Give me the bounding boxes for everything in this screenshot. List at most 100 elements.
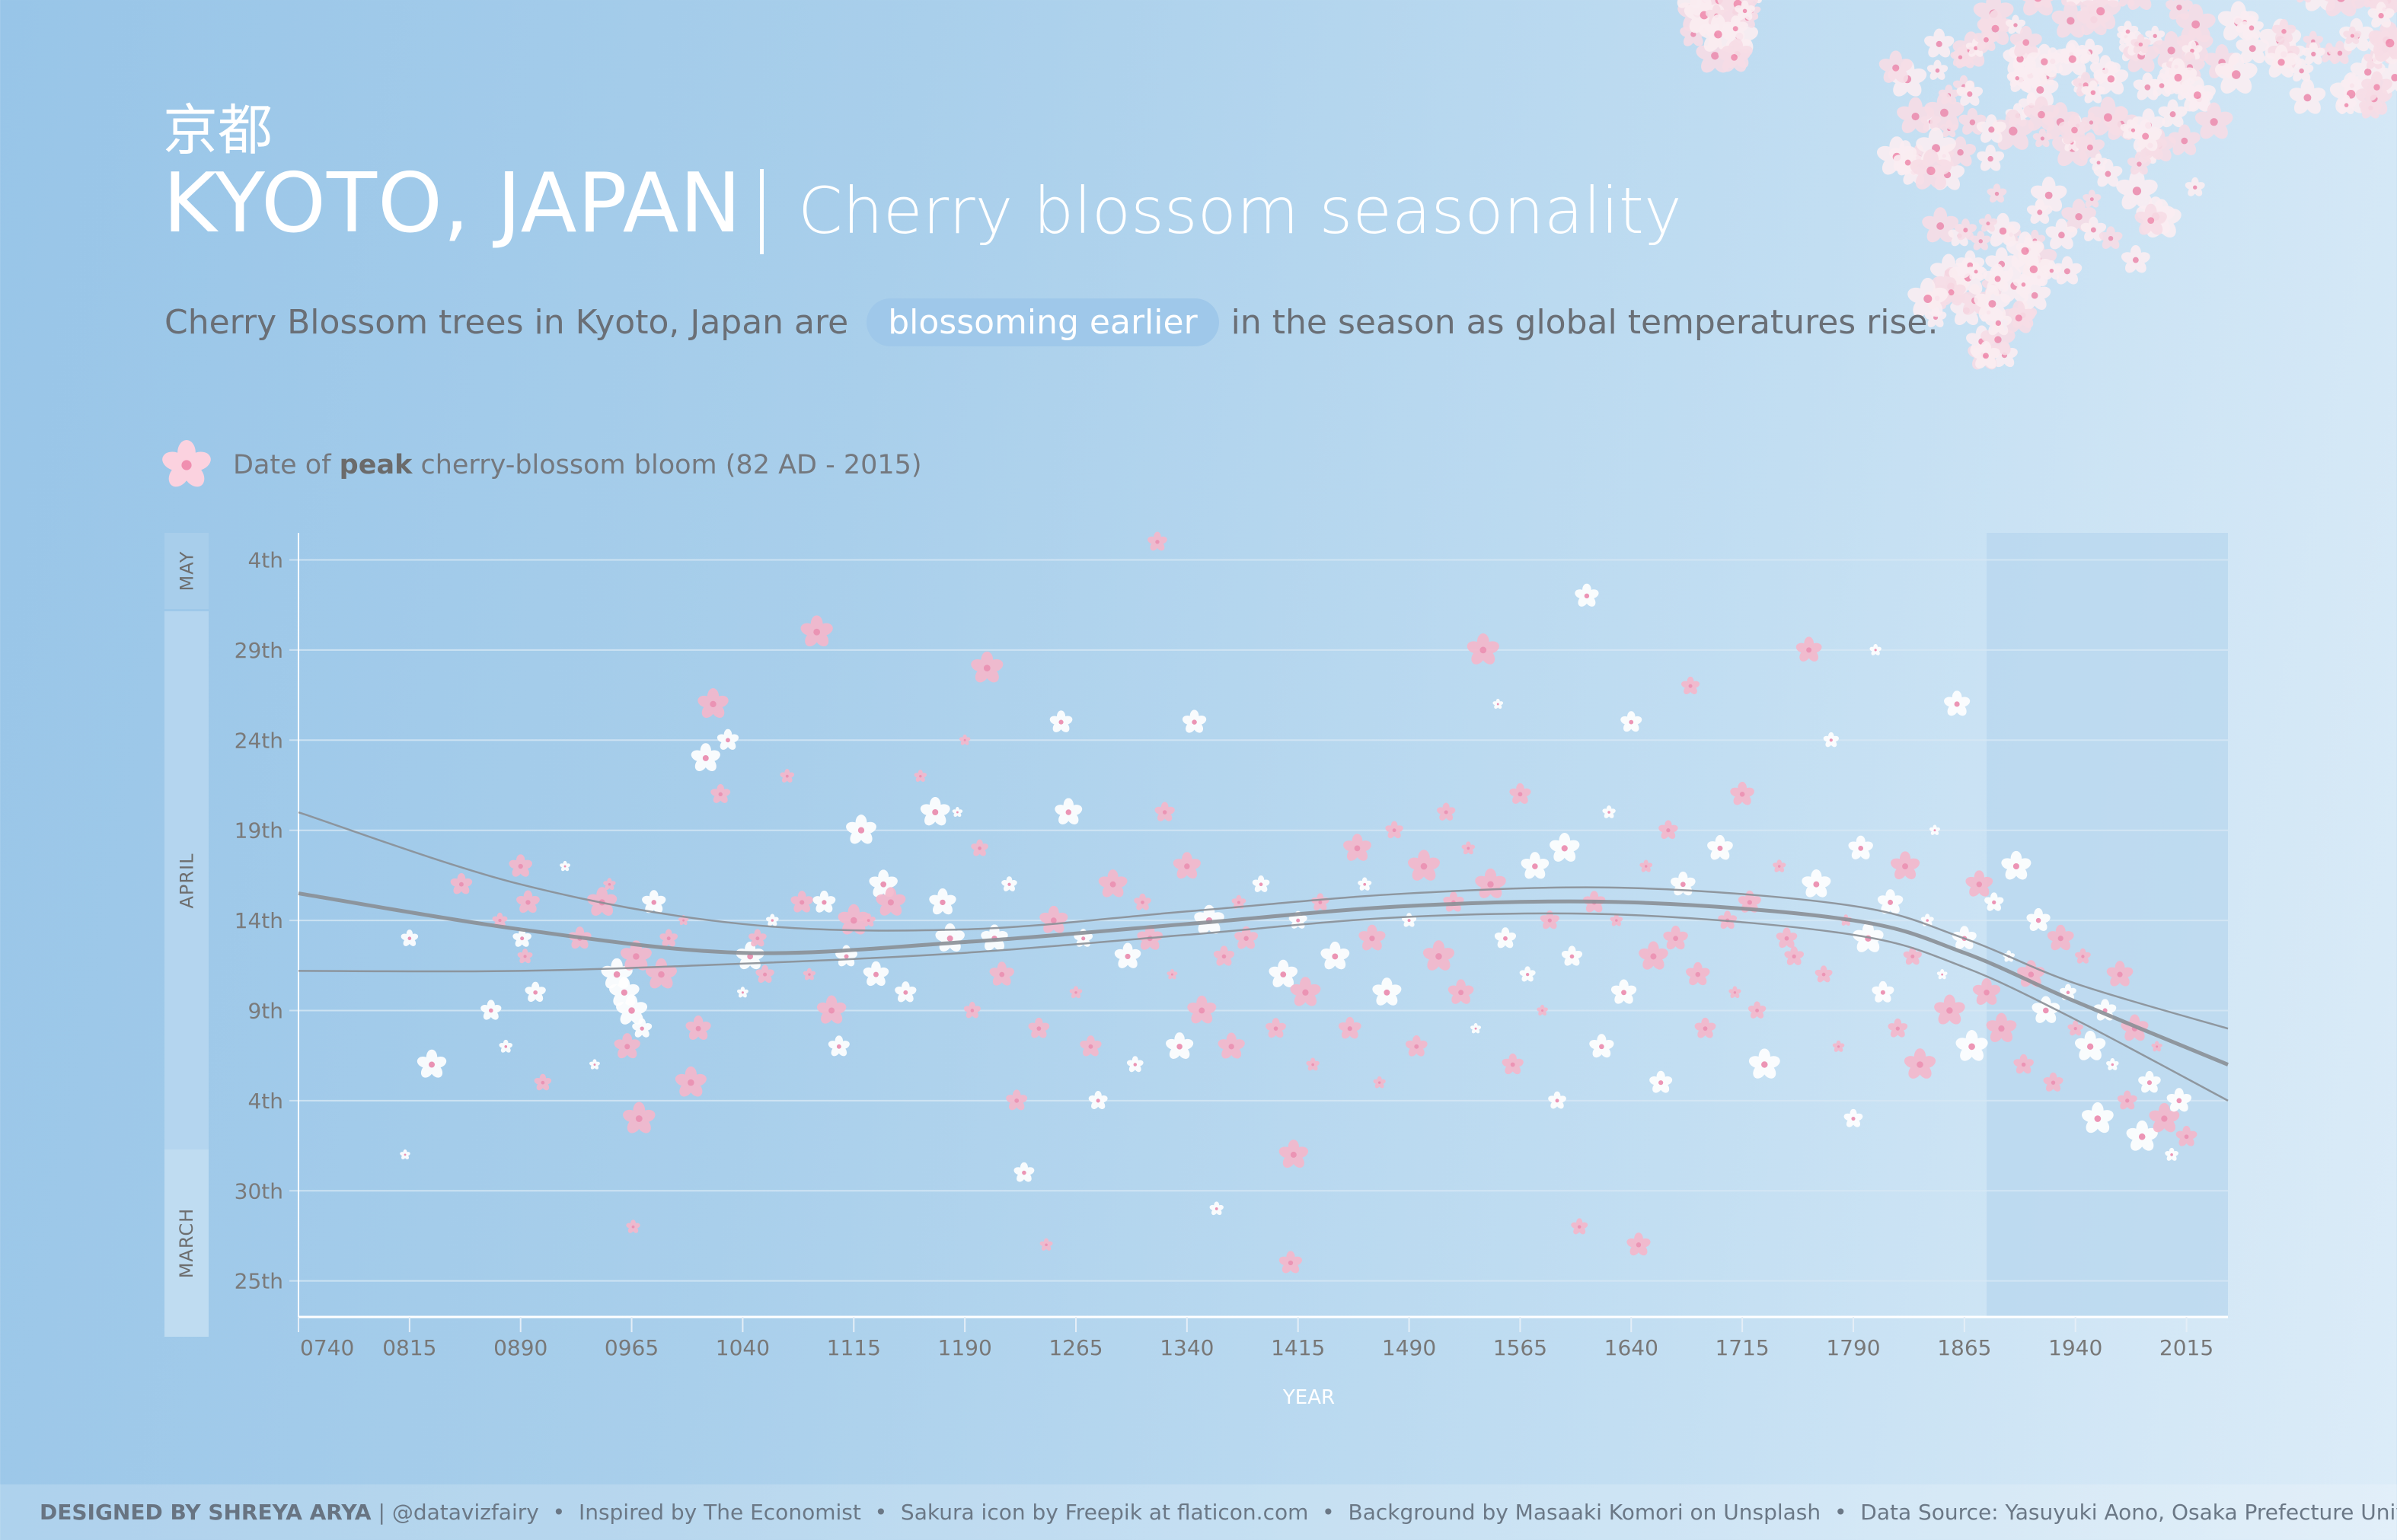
data-point [1126, 1056, 1144, 1073]
data-point [1933, 994, 1966, 1027]
data-point [1133, 893, 1152, 912]
data-point [928, 888, 957, 917]
data-point [1039, 905, 1069, 936]
y-tick-label: 24th [235, 728, 283, 753]
designer-credit: DESIGNED BY SHREYA ARYA [40, 1500, 372, 1525]
data-point [816, 995, 847, 1026]
data-point [1508, 783, 1532, 805]
data-point [1888, 1018, 1908, 1039]
data-point [914, 770, 927, 783]
blossom-photo-flower [1926, 59, 1949, 81]
data-point [675, 1066, 707, 1099]
footer: DESIGNED BY SHREYA ARYA | @datavizfairy … [0, 1484, 2397, 1540]
data-point [1847, 835, 1874, 862]
data-point [1114, 942, 1141, 971]
x-tick-label: 1640 [1604, 1335, 1658, 1360]
data-point [1213, 945, 1235, 968]
data-point [1342, 834, 1372, 863]
data-point [450, 872, 473, 896]
data-point [1407, 850, 1441, 883]
data-point [1098, 869, 1128, 900]
data-point [1536, 1004, 1549, 1017]
trend-line-lower [298, 912, 2229, 1102]
data-point [970, 651, 1004, 685]
data-point [1680, 676, 1700, 696]
data-point [1357, 877, 1372, 892]
data-point [1358, 924, 1387, 952]
data-point [1167, 968, 1178, 980]
data-point [1869, 643, 1882, 656]
data-point [1620, 711, 1642, 734]
data-point [480, 1000, 502, 1022]
data-point [1278, 1140, 1309, 1170]
data-point [1638, 941, 1669, 972]
data-point [1278, 1251, 1303, 1275]
data-point [717, 729, 739, 751]
recent-period-highlight [1987, 533, 2228, 1317]
y-tick-label: 4th [247, 548, 283, 573]
data-point [1955, 1030, 1989, 1063]
data-point [1772, 859, 1786, 873]
blossom-photo-flower [2121, 245, 2151, 276]
month-band-may: MAY [164, 533, 209, 609]
data-point [1265, 1018, 1287, 1040]
data-point [1519, 966, 1537, 983]
data-point [1748, 1048, 1781, 1081]
data-point [1929, 824, 1941, 836]
x-tick-label: 1865 [1937, 1335, 1991, 1360]
data-point [828, 1035, 851, 1058]
data-point [534, 1073, 552, 1092]
data-point [1649, 1070, 1673, 1095]
data-point [1436, 802, 1456, 822]
data-point [1147, 531, 1168, 553]
data-point [1320, 941, 1350, 972]
data-point [1904, 1048, 1936, 1081]
data-point [1588, 1034, 1615, 1060]
data-point [1561, 945, 1583, 968]
month-label-april: APRIL [176, 852, 198, 909]
data-point [1405, 1035, 1428, 1058]
data-point [1658, 820, 1679, 840]
data-point [1852, 922, 1885, 955]
data-point [1154, 802, 1176, 823]
data-point [1338, 1016, 1362, 1041]
data-point [1028, 1017, 1050, 1040]
blossom-photo-flower [2288, 78, 2327, 117]
data-point [691, 743, 721, 773]
data-point [1182, 709, 1207, 735]
x-tick-label: 1115 [827, 1335, 881, 1360]
data-point [1685, 961, 1711, 987]
data-point [1832, 1040, 1845, 1053]
data-point [1165, 1032, 1194, 1061]
data-point [1054, 798, 1083, 827]
data-point [963, 1002, 981, 1019]
x-tick-label: 1565 [1493, 1335, 1547, 1360]
blossom-photo-flower [2168, 124, 2201, 158]
x-tick-label: 0740 [300, 1335, 354, 1360]
data-point [988, 961, 1015, 987]
data-point [1890, 851, 1920, 882]
data-point [1049, 710, 1073, 735]
data-point [894, 981, 917, 1004]
data-point [1005, 1089, 1028, 1112]
data-point [1039, 1238, 1053, 1252]
data-point [1694, 1017, 1716, 1040]
data-point [1610, 979, 1637, 1006]
data-point [1936, 969, 1948, 980]
data-point [1474, 868, 1507, 901]
x-tick-label: 1265 [1048, 1335, 1103, 1360]
data-point [765, 913, 779, 927]
description-start: Cherry Blossom trees in Kyoto, Japan are [164, 303, 849, 342]
y-tick-label: 19th [235, 818, 283, 843]
data-point [1729, 781, 1755, 807]
description-end: in the season as global temperatures ris… [1230, 303, 1939, 342]
data-point [1823, 732, 1840, 748]
data-point [1626, 1232, 1652, 1258]
data-point [952, 807, 963, 818]
data-point [812, 890, 836, 914]
data-point [1217, 1032, 1246, 1061]
data-point [1079, 1035, 1103, 1058]
data-point [1783, 946, 1805, 967]
data-point [1815, 965, 1833, 984]
y-tick-label: 9th [247, 998, 283, 1023]
